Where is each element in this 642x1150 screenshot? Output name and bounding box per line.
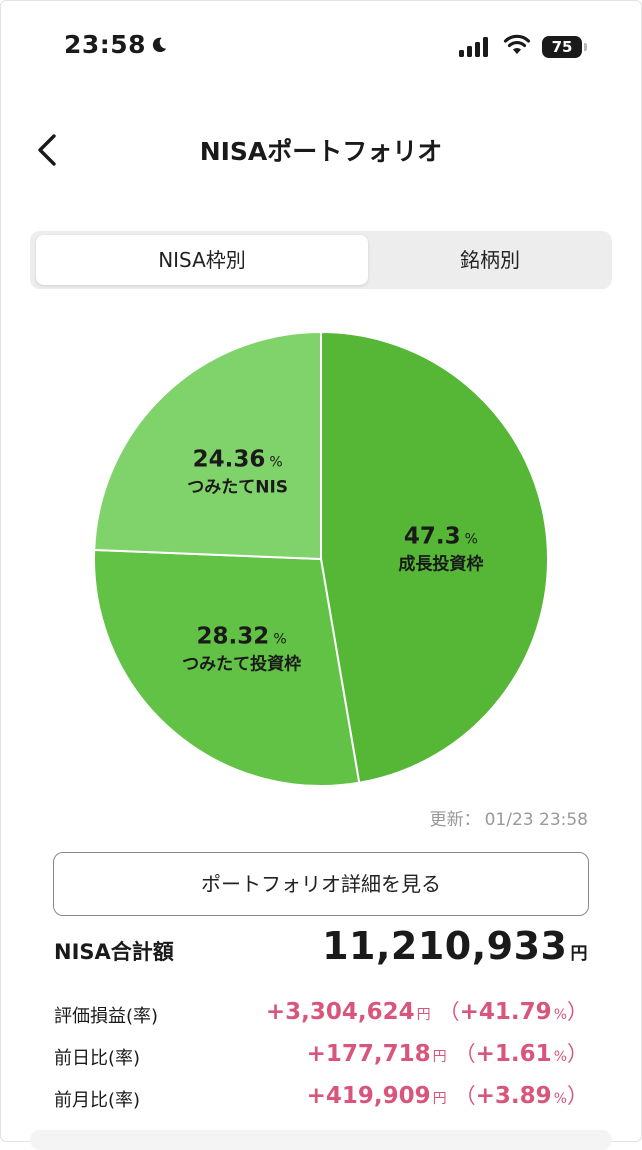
total-value: 11,210,933 円 — [322, 924, 588, 968]
summary-row-profit: 評価損益(率) +3,304,624 円 （+41.79%） — [54, 996, 588, 1030]
pie-label-1: 28.32% つみたて投資枠 — [182, 624, 301, 675]
pie-slice-1 — [93, 548, 361, 787]
row-rate-unit: % — [553, 1049, 567, 1065]
row-amount: +177,718 — [306, 1041, 431, 1067]
total-label: NISA合計額 — [54, 940, 174, 964]
signal-icon — [459, 37, 488, 57]
row-label: 前日比(率) — [54, 1048, 141, 1069]
status-time: 23:58 — [64, 30, 147, 59]
row-unit: 円 — [432, 1049, 447, 1065]
tab-by-stock[interactable]: 銘柄別 — [460, 248, 520, 272]
moon-icon — [152, 37, 167, 53]
row-rate-unit: % — [553, 1091, 567, 1107]
update-datetime: 01/23 23:58 — [484, 810, 588, 830]
pie-label-value: 24.36 — [192, 446, 266, 473]
row-value: +419,909 円 （+3.89%） — [306, 1083, 588, 1109]
row-label: 評価損益(率) — [54, 1006, 159, 1027]
portfolio-detail-button[interactable]: ポートフォリオ詳細を見る — [53, 852, 589, 916]
row-unit: 円 — [416, 1007, 431, 1023]
segmented-control: NISA枠別 銘柄別 — [30, 231, 612, 289]
bottom-card — [30, 1130, 612, 1150]
row-unit: 円 — [432, 1091, 447, 1107]
pie-label-0: 47.3% 成長投資枠 — [398, 523, 483, 574]
row-rate-unit: % — [553, 1007, 567, 1023]
summary-row-daily: 前日比(率) +177,718 円 （+1.61%） — [54, 1038, 588, 1072]
status-bar: 23:58 75 — [0, 0, 642, 96]
pie-label-value: 28.32 — [196, 623, 270, 650]
row-value: +3,304,624 円 （+41.79%） — [265, 999, 588, 1025]
tab-nisa-frame[interactable]: NISA枠別 — [36, 235, 368, 285]
summary-row-monthly: 前月比(率) +419,909 円 （+3.89%） — [54, 1080, 588, 1114]
wifi-icon — [503, 34, 531, 54]
battery-tip — [584, 43, 587, 51]
pie-label-unit: % — [273, 631, 287, 648]
total-amount: 11,210,933 — [322, 924, 568, 968]
row-rate: +41.79 — [459, 999, 552, 1025]
update-timestamp: 更新： 01/23 23:58 — [426, 805, 588, 830]
pie-label-name: つみたて投資枠 — [182, 654, 302, 675]
pie-label-unit: % — [269, 454, 283, 471]
pie-label-2: 24.36% つみたてNIS — [187, 447, 288, 498]
total-unit: 円 — [570, 944, 588, 964]
pie-label-value: 47.3 — [403, 523, 461, 550]
row-rate: +3.89 — [475, 1083, 552, 1109]
back-arrow-icon[interactable] — [34, 132, 64, 168]
row-amount: +3,304,624 — [265, 999, 415, 1025]
pie-label-unit: % — [464, 531, 478, 548]
page-title: NISAポートフォリオ — [199, 137, 443, 166]
battery-level: 75 — [551, 38, 573, 56]
pie-slice-2 — [93, 330, 322, 561]
row-value: +177,718 円 （+1.61%） — [306, 1041, 588, 1067]
row-amount: +419,909 — [306, 1083, 431, 1109]
pie-label-name: 成長投資枠 — [398, 554, 484, 575]
row-label: 前月比(率) — [54, 1090, 141, 1111]
pie-chart — [93, 330, 549, 787]
pie-slice-0 — [320, 330, 549, 784]
pie-label-name: つみたてNIS — [187, 477, 289, 498]
update-label: 更新： — [429, 810, 481, 830]
row-rate: +1.61 — [475, 1041, 552, 1067]
battery-icon: 75 — [542, 36, 582, 58]
